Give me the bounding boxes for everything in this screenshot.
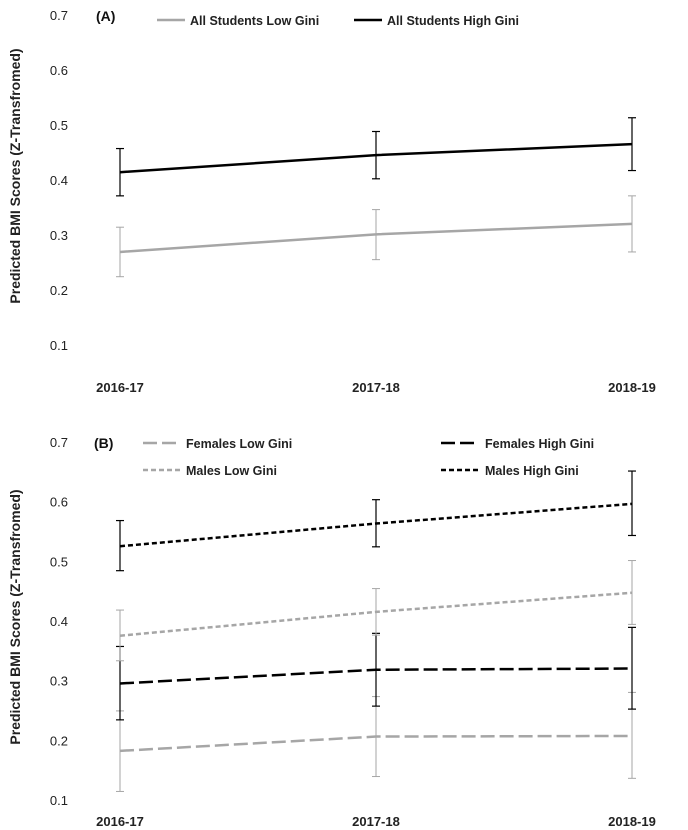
panel-b-y-tick-1: 0.2 [50, 733, 68, 748]
panel-a-legend: All Students Low Gini All Students High … [157, 14, 519, 28]
panel-a-y-tick-6: 0.7 [50, 8, 68, 23]
panel-b-x-tick-0: 2016-17 [96, 814, 144, 829]
panel-a-y-tick-2: 0.3 [50, 228, 68, 243]
legend-label-females-high: Females High Gini [485, 437, 594, 451]
series-males-high-gini [116, 470, 636, 572]
panel-b-x-tick-2: 2018-19 [608, 814, 656, 829]
legend-label-males-high: Males High Gini [485, 464, 579, 478]
panel-b-label: (B) [94, 435, 113, 451]
panel-a-y-tick-5: 0.6 [50, 63, 68, 78]
legend-label-all-low: All Students Low Gini [190, 14, 319, 28]
series-line-females-low-gini [119, 734, 633, 753]
series-females-low-gini [116, 691, 636, 792]
legend-label-all-high: All Students High Gini [387, 14, 519, 28]
series-line-males-high-gini [119, 502, 633, 548]
series-line-females-high-gini [119, 667, 633, 685]
panel-b-y-tick-4: 0.5 [50, 554, 68, 569]
series-line-males-low-gini [119, 591, 633, 637]
panel-a-x-tick-0: 2016-17 [96, 380, 144, 395]
series-males-low-gini [116, 560, 636, 662]
panel-b-legend: Females Low Gini Females High Gini Males… [143, 437, 594, 478]
series-line-all-students-low-gini [119, 222, 633, 254]
panel-a-y-axis-label: Predicted BMI Scores (Z-Transfromed) [7, 48, 23, 303]
panel-a-y-tick-1: 0.2 [50, 283, 68, 298]
panel-a-y-tick-3: 0.4 [50, 173, 68, 188]
series-females-high-gini [116, 626, 636, 721]
panel-b-y-tick-6: 0.7 [50, 435, 68, 450]
panel-a-y-tick-4: 0.5 [50, 118, 68, 133]
panel-a-chart: (A) Predicted BMI Scores (Z-Transfromed)… [7, 8, 656, 395]
series-line-all-students-high-gini [119, 142, 633, 174]
panel-b-y-tick-3: 0.4 [50, 614, 68, 629]
panel-b-x-tick-1: 2017-18 [352, 814, 400, 829]
panel-b-y-axis-label: Predicted BMI Scores (Z-Transfromed) [7, 489, 23, 744]
legend-label-females-low: Females Low Gini [186, 437, 292, 451]
panel-b-y-tick-2: 0.3 [50, 674, 68, 689]
panel-b-chart: (B) Predicted BMI Scores (Z-Transfromed)… [7, 435, 656, 829]
series-all-students-low-gini [116, 195, 636, 278]
panel-a-x-tick-2: 2018-19 [608, 380, 656, 395]
series-all-students-high-gini [116, 117, 636, 197]
panel-b-y-tick-0: 0.1 [50, 793, 68, 808]
panel-b-y-tick-5: 0.6 [50, 495, 68, 510]
panel-a-label: (A) [96, 8, 115, 24]
legend-label-males-low: Males Low Gini [186, 464, 277, 478]
panel-a-x-tick-1: 2017-18 [352, 380, 400, 395]
panel-a-y-tick-0: 0.1 [50, 338, 68, 353]
